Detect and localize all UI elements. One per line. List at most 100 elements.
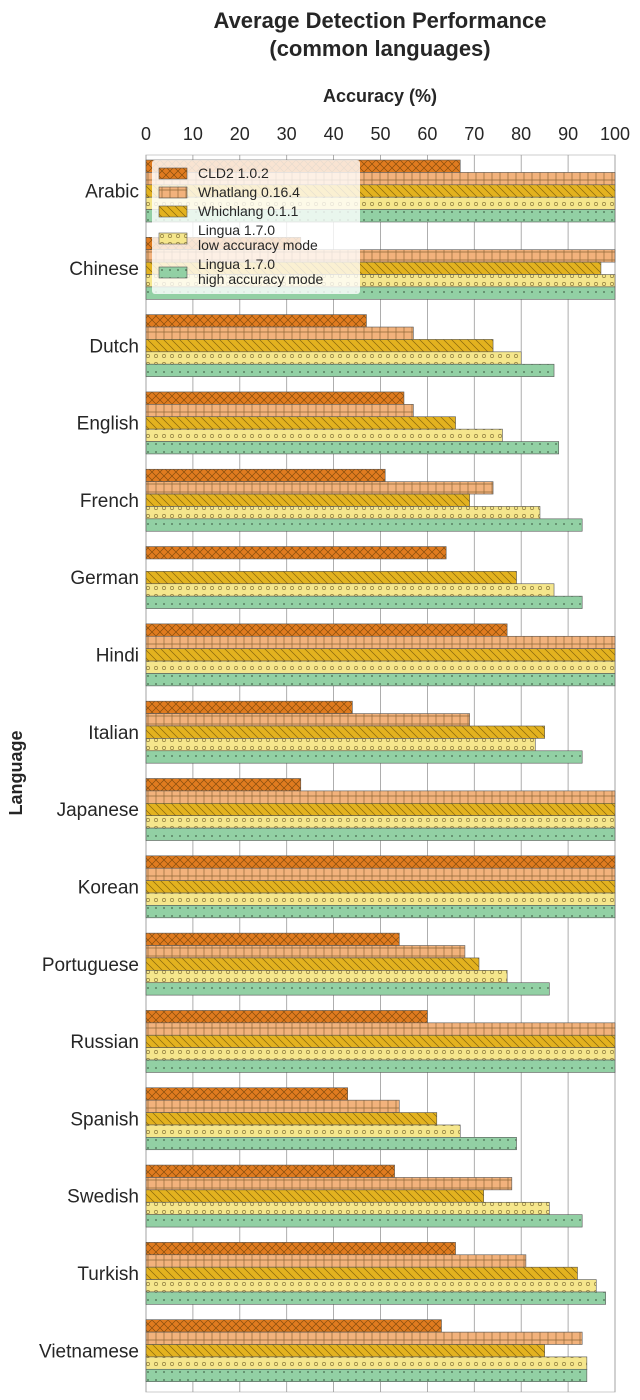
bar — [145, 1201, 550, 1215]
bar — [145, 1164, 395, 1178]
y-tick-label: Korean — [78, 877, 139, 898]
legend-item: CLD2 1.0.2 — [158, 166, 354, 181]
bar — [145, 468, 386, 482]
bar — [145, 314, 367, 328]
bar — [145, 1059, 616, 1073]
legend-label: Lingua 1.7.0 high accuracy mode — [198, 256, 324, 287]
bar — [145, 660, 616, 674]
chart-title: Average Detection Performance (common lan… — [214, 8, 547, 61]
bar — [145, 1368, 588, 1382]
y-tick-label: Japanese — [57, 800, 139, 821]
bar — [145, 1291, 606, 1305]
legend-item: Whatlang 0.16.4 — [158, 185, 354, 200]
bar — [145, 1266, 578, 1280]
bar — [145, 623, 508, 637]
x-tick-label: 30 — [277, 124, 297, 144]
x-tick-label: 70 — [464, 124, 484, 144]
legend-swatch — [158, 232, 188, 244]
bar — [145, 1112, 438, 1126]
bar — [145, 867, 616, 881]
y-tick-label: Dutch — [89, 336, 139, 357]
bar — [145, 738, 536, 752]
y-axis-label: Language — [6, 730, 26, 815]
legend-item: Lingua 1.7.0 high accuracy mode — [158, 257, 354, 287]
x-tick-label: 90 — [558, 124, 578, 144]
x-tick-label: 40 — [324, 124, 344, 144]
bar — [145, 1319, 442, 1333]
bar — [145, 1087, 348, 1101]
bar — [145, 1034, 616, 1048]
bar — [145, 802, 616, 816]
y-tick-label: Vietnamese — [39, 1341, 139, 1362]
bar — [145, 827, 616, 841]
bar — [145, 713, 470, 727]
bar — [145, 1331, 583, 1345]
legend-swatch — [158, 205, 188, 218]
bar — [145, 790, 616, 804]
bar — [145, 700, 353, 714]
bar — [145, 750, 583, 764]
y-tick-label: Swedish — [67, 1187, 139, 1208]
bar — [145, 363, 555, 377]
bar — [145, 892, 616, 906]
y-tick-label: Turkish — [77, 1264, 139, 1285]
bar — [145, 1189, 484, 1203]
bar — [145, 546, 447, 560]
bar — [145, 571, 517, 585]
legend-label: Whichlang 0.1.1 — [198, 203, 299, 219]
x-tick-label: 100 — [600, 124, 630, 144]
bar — [145, 583, 555, 597]
y-tick-label: English — [77, 414, 139, 435]
bar — [145, 673, 616, 687]
bar — [145, 1137, 517, 1151]
bar — [145, 1254, 527, 1268]
bar — [145, 905, 616, 919]
x-tick-label: 0 — [141, 124, 151, 144]
bar — [145, 1356, 588, 1370]
legend-swatch — [158, 186, 188, 199]
bar — [145, 518, 583, 532]
bar — [145, 1242, 456, 1256]
bar — [145, 1022, 616, 1036]
bar — [145, 595, 583, 609]
bar — [145, 957, 480, 971]
bar — [145, 493, 470, 507]
bar — [145, 635, 616, 649]
bar — [145, 326, 414, 340]
legend-swatch — [158, 167, 188, 180]
bar — [145, 778, 302, 792]
bar — [145, 880, 616, 894]
x-tick-label: 60 — [417, 124, 437, 144]
bar — [145, 945, 466, 959]
y-tick-label: German — [70, 568, 139, 589]
bar — [145, 1279, 597, 1293]
y-tick-label: Chinese — [69, 259, 139, 280]
bar — [145, 416, 456, 430]
bar — [145, 506, 541, 520]
y-tick-label: French — [80, 491, 139, 512]
bar — [145, 1047, 616, 1061]
y-tick-label: Russian — [70, 1032, 139, 1053]
legend-item: Whichlang 0.1.1 — [158, 204, 354, 219]
bar — [145, 1124, 461, 1138]
legend-label: CLD2 1.0.2 — [198, 165, 269, 181]
bar — [145, 1344, 545, 1358]
bar — [145, 855, 616, 869]
y-tick-label: Portuguese — [42, 955, 139, 976]
bar — [145, 1177, 513, 1191]
bar — [145, 815, 616, 829]
x-tick-label: 80 — [511, 124, 531, 144]
y-tick-label: Hindi — [96, 646, 139, 667]
bar — [145, 982, 550, 996]
bar — [145, 1010, 428, 1024]
bar — [145, 648, 616, 662]
bar — [145, 481, 494, 495]
y-tick-label: Spanish — [70, 1109, 139, 1130]
bar — [145, 1214, 583, 1228]
bar — [145, 391, 405, 405]
bar — [145, 1099, 400, 1113]
y-tick-label: Italian — [88, 723, 139, 744]
y-tick-label: Arabic — [85, 182, 139, 203]
bar — [145, 351, 522, 365]
